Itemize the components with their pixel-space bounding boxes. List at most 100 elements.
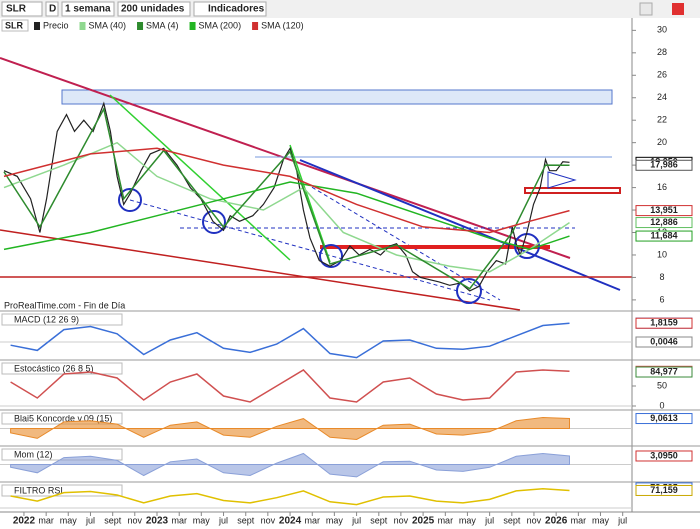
value-tag-label: 17,986 bbox=[650, 160, 678, 170]
panel-title: Mom (12) bbox=[14, 449, 53, 459]
circle-marker bbox=[202, 210, 226, 234]
legend-symbol-box bbox=[1, 19, 29, 32]
units[interactable]: 200 unidades bbox=[121, 4, 185, 15]
x-tick-label: may bbox=[60, 515, 78, 525]
value-tag bbox=[635, 366, 693, 378]
y-tick-label: 28 bbox=[657, 47, 667, 57]
legend-label: Precio bbox=[43, 20, 69, 30]
arrow bbox=[547, 171, 577, 189]
x-tick-label: nov bbox=[394, 515, 409, 525]
panel-title: Estocástico (26 8 5) bbox=[14, 363, 94, 373]
symbol-select[interactable] bbox=[1, 1, 43, 17]
series-line bbox=[10, 488, 570, 506]
y-tick-label: 26 bbox=[657, 70, 667, 80]
circle-marker bbox=[118, 188, 142, 212]
d-button[interactable] bbox=[45, 1, 59, 17]
indicators[interactable]: Indicadores bbox=[208, 4, 265, 15]
legend-swatch bbox=[137, 22, 144, 30]
panel-title-box bbox=[1, 484, 123, 497]
y-tick-label: 10 bbox=[657, 249, 667, 259]
x-tick-label: 2023 bbox=[146, 516, 169, 527]
x-tick-label: mar bbox=[305, 515, 321, 525]
legend-swatch bbox=[252, 22, 259, 30]
series-line bbox=[3, 101, 570, 292]
x-tick-label: jul bbox=[85, 515, 95, 525]
dashed-line bbox=[299, 179, 501, 301]
series-line bbox=[3, 147, 570, 234]
value-tag bbox=[635, 484, 693, 496]
series-line bbox=[3, 141, 570, 273]
x-tick-label: jul bbox=[617, 515, 627, 525]
value-tag-label: 0,0046 bbox=[650, 336, 678, 346]
value-tag-label: 12,886 bbox=[650, 217, 678, 227]
x-tick-label: jul bbox=[351, 515, 361, 525]
panel-title: MACD (12 26 9) bbox=[14, 314, 79, 324]
value-tag bbox=[635, 159, 693, 171]
value-tag bbox=[635, 205, 693, 217]
series-line bbox=[10, 369, 570, 403]
panel-title-box bbox=[1, 362, 123, 375]
x-tick-label: mar bbox=[438, 515, 454, 525]
close-button[interactable] bbox=[672, 3, 684, 15]
panel-title: Blai5 Koncorde v.09 (15) bbox=[14, 413, 112, 423]
area bbox=[10, 452, 570, 478]
circle-marker bbox=[456, 278, 482, 304]
y-tick-label: 20 bbox=[657, 137, 667, 147]
period-select[interactable] bbox=[61, 1, 115, 17]
value-tag-label: 3,0950 bbox=[650, 450, 678, 460]
period[interactable]: 1 semana bbox=[65, 4, 111, 15]
value-tag-label: 13,951 bbox=[650, 205, 678, 215]
d-label[interactable]: D bbox=[49, 4, 56, 15]
x-tick-label: mar bbox=[171, 515, 187, 525]
value-tag-label: 11,684 bbox=[650, 230, 677, 240]
window-button[interactable] bbox=[639, 2, 653, 16]
value-tag bbox=[635, 217, 693, 229]
x-tick-label: jul bbox=[218, 515, 228, 525]
trend-line bbox=[0, 229, 521, 311]
legend-label: SMA (120) bbox=[261, 20, 304, 30]
source-note: ProRealTime.com - Fin de Día bbox=[4, 300, 125, 310]
x-tick-label: sept bbox=[237, 515, 255, 525]
x-tick-label: nov bbox=[527, 515, 542, 525]
value-tag bbox=[635, 230, 693, 242]
red-box bbox=[524, 187, 621, 194]
symbol[interactable]: SLR bbox=[6, 4, 27, 15]
indicators-button[interactable] bbox=[193, 1, 267, 17]
series-line bbox=[3, 106, 570, 290]
legend-label: SMA (40) bbox=[89, 20, 127, 30]
x-tick-label: sept bbox=[370, 515, 388, 525]
x-tick-label: mar bbox=[571, 515, 587, 525]
legend-swatch bbox=[79, 22, 86, 30]
channel-line bbox=[289, 144, 331, 263]
value-tag bbox=[635, 413, 693, 425]
units-select[interactable] bbox=[117, 1, 191, 17]
circle-marker bbox=[319, 244, 343, 268]
x-tick-label: 2026 bbox=[545, 516, 568, 527]
trend-line bbox=[299, 159, 621, 291]
panel-title: FILTRO RSI bbox=[14, 485, 63, 495]
value-tag-label: 84,977 bbox=[650, 366, 678, 376]
legend-swatch bbox=[34, 22, 40, 30]
legend-title: SLR bbox=[5, 20, 24, 30]
value-tag bbox=[635, 317, 693, 329]
y-tick-label: 24 bbox=[657, 92, 667, 102]
y-tick-label: 22 bbox=[657, 115, 667, 125]
x-tick-label: sept bbox=[104, 515, 122, 525]
y-tick-label: 8 bbox=[659, 272, 664, 282]
legend-label: SMA (4) bbox=[146, 20, 179, 30]
value-tag bbox=[635, 450, 693, 462]
area bbox=[10, 416, 570, 441]
legend-label: SMA (200) bbox=[199, 20, 242, 30]
drawings bbox=[0, 57, 632, 311]
x-tick-label: 2022 bbox=[13, 516, 36, 527]
x-tick-label: nov bbox=[128, 515, 143, 525]
x-tick-label: mar bbox=[38, 515, 54, 525]
dashed-line bbox=[129, 199, 491, 301]
zone-box bbox=[61, 89, 613, 105]
x-tick-label: may bbox=[459, 515, 477, 525]
red-band bbox=[320, 245, 550, 249]
y-tick-label: 6 bbox=[659, 294, 664, 304]
value-tag-label: 1,8159 bbox=[650, 318, 678, 328]
channel-line bbox=[109, 94, 291, 261]
